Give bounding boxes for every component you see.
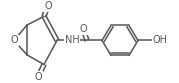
Text: O: O [44, 1, 52, 11]
Text: NH: NH [65, 35, 79, 45]
Text: OH: OH [153, 35, 168, 45]
Text: O: O [10, 35, 18, 45]
Text: O: O [34, 72, 42, 82]
Text: O: O [79, 24, 87, 34]
